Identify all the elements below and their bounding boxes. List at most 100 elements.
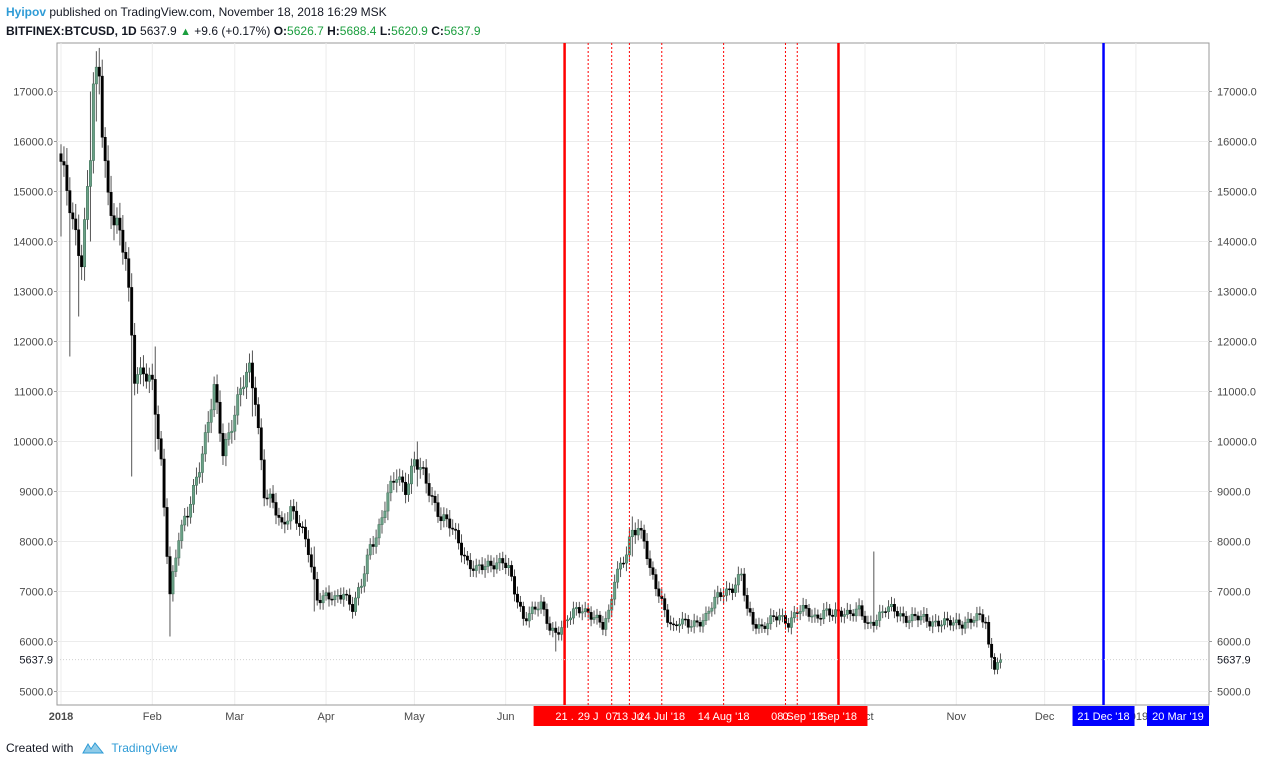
candle-body: [996, 662, 999, 670]
candle-body: [197, 472, 201, 478]
tradingview-logo-icon: [82, 742, 105, 754]
candle-body: [306, 538, 310, 555]
candle-body: [298, 523, 301, 527]
tradingview-brand-link[interactable]: TradingView: [111, 741, 178, 755]
y-tick-label-right: 8000.0: [1217, 537, 1251, 549]
y-tick-label-left: 6000.0: [19, 637, 53, 649]
y-tick-label-left: 12000.0: [13, 337, 53, 349]
candle-body: [404, 481, 408, 495]
y-tick-label-right: 15000.0: [1217, 187, 1257, 199]
candle-body: [548, 623, 552, 631]
candle-body: [265, 497, 269, 500]
candle-body: [336, 594, 340, 597]
candle-body: [934, 620, 938, 623]
publish-info: published on TradingView.com, November 1…: [49, 5, 387, 19]
candle-body: [524, 618, 528, 622]
candle-body: [848, 609, 852, 614]
candle-body: [501, 558, 505, 564]
candle-body: [239, 388, 243, 395]
candle-body: [383, 510, 387, 518]
y-tick-label-right: 7000.0: [1217, 587, 1251, 599]
candle-body: [630, 529, 634, 538]
candle-body: [592, 617, 596, 620]
y-tick-label-right: 9000.0: [1217, 487, 1251, 499]
candle-body: [872, 621, 876, 626]
candle-body: [725, 588, 729, 596]
candle-body: [274, 502, 278, 516]
candle-body: [171, 571, 175, 595]
candle-body: [975, 613, 979, 621]
candle-body: [318, 599, 322, 604]
candle-body: [144, 373, 148, 382]
candle-body: [598, 614, 602, 623]
candle-body: [689, 626, 693, 628]
candle-body: [716, 592, 720, 598]
candle-body: [183, 515, 187, 526]
candle-body: [569, 617, 572, 621]
candle-body: [571, 608, 575, 619]
symbol-label[interactable]: BITFINEX:BTCUSD, 1D: [6, 24, 137, 38]
footer: Created with TradingView: [6, 738, 177, 758]
candle-body: [789, 617, 793, 628]
candle-body: [147, 374, 151, 382]
author-link[interactable]: Hyipov: [6, 5, 47, 19]
candle-body: [695, 620, 699, 623]
candle-body: [112, 215, 116, 226]
candle-body: [259, 427, 263, 461]
candle-body: [286, 520, 290, 525]
red-date-strip: [533, 706, 868, 726]
candle-body: [990, 643, 994, 658]
candle-body: [731, 588, 734, 593]
candle-body: [280, 517, 284, 523]
candle-body: [121, 229, 125, 253]
candle-body: [242, 386, 246, 389]
created-with-text: Created with: [6, 741, 74, 755]
candle-body: [118, 217, 122, 231]
candle-body: [292, 506, 296, 512]
candle-body: [127, 258, 131, 288]
candle-body: [495, 562, 499, 570]
y-tick-label-left: 16000.0: [13, 137, 53, 149]
candle-body: [100, 75, 104, 138]
candle-body: [937, 620, 941, 627]
candle-body: [189, 504, 193, 518]
candle-body: [898, 613, 902, 617]
candle-body: [504, 562, 508, 568]
candle-body: [786, 623, 790, 628]
candle-body: [766, 623, 770, 629]
candle-body: [513, 576, 516, 595]
candle-body: [742, 573, 746, 596]
candle-body: [810, 615, 814, 618]
candle-body: [203, 432, 207, 455]
candle-body: [218, 401, 222, 434]
candle-body: [333, 595, 337, 600]
x-tick-label: Dec: [1035, 711, 1055, 723]
candle-body: [580, 611, 584, 614]
candle-body: [192, 485, 195, 505]
candle-body: [839, 610, 843, 617]
red-date-label: 21 .: [555, 711, 573, 723]
last-price: 5637.9: [140, 24, 177, 38]
candle-body: [701, 620, 705, 627]
candle-body: [374, 537, 378, 547]
candle-body: [763, 625, 767, 629]
high-label: H:: [327, 24, 340, 38]
candle-body: [253, 387, 257, 405]
red-date-label: 29 J: [578, 711, 599, 723]
candle-body: [368, 544, 372, 556]
x-tick-label: Jun: [497, 711, 515, 723]
candle-body: [999, 659, 1002, 663]
candle-body: [707, 610, 711, 614]
candle-body: [483, 566, 487, 571]
candle-body: [651, 567, 655, 575]
y-tick-label-left: 13000.0: [13, 287, 53, 299]
candle-body: [940, 624, 944, 627]
candle-body: [245, 371, 248, 388]
candle-body: [418, 467, 422, 470]
blue-date-tag: [1147, 706, 1209, 726]
candle-body: [545, 609, 549, 624]
candle-body: [948, 620, 952, 626]
candle-body: [427, 483, 431, 496]
candle-body: [943, 618, 946, 626]
